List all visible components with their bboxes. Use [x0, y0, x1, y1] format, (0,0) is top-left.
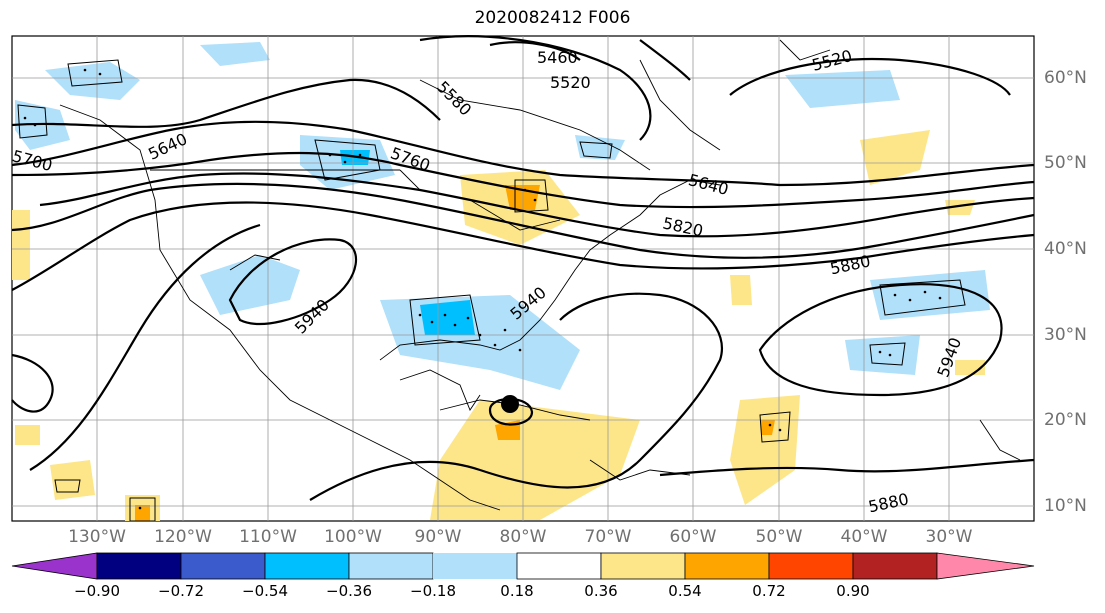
colorbar-tick: 0.72 — [752, 582, 786, 600]
map-title: 2020082412 F006 — [474, 8, 631, 28]
contour-label: 5460 — [537, 48, 578, 67]
lon-label: 120°W — [154, 527, 212, 547]
colorbar-tick: −0.90 — [74, 582, 120, 600]
contour-label: 5520 — [550, 73, 591, 92]
lat-label: 50°N — [1044, 153, 1087, 173]
colorbar-tick: 0.36 — [584, 582, 618, 600]
colorbar-tick: 0.18 — [500, 582, 534, 600]
colorbar — [11, 552, 1035, 580]
lon-label: 130°W — [68, 527, 126, 547]
lat-label: 40°N — [1044, 239, 1087, 259]
lon-label: 100°W — [324, 527, 382, 547]
height-contours — [11, 35, 1035, 501]
lon-label: 80°W — [499, 527, 547, 547]
lon-label: 90°W — [414, 527, 462, 547]
colorbar-tick: −0.72 — [158, 582, 204, 600]
lon-label: 30°W — [925, 527, 973, 547]
shading-layer — [12, 42, 990, 521]
lon-label: 70°W — [584, 527, 632, 547]
lat-label: 60°N — [1044, 68, 1087, 88]
lon-label: 60°W — [669, 527, 717, 547]
lat-label: 20°N — [1044, 410, 1087, 430]
lon-label: 110°W — [239, 527, 297, 547]
colorbar-tick: −0.36 — [326, 582, 372, 600]
lon-label: 50°W — [755, 527, 803, 547]
colorbar-tick: 0.54 — [668, 582, 702, 600]
minor-contours — [17, 59, 966, 522]
colorbar-tick: −0.54 — [242, 582, 288, 600]
stippling — [23, 68, 942, 510]
colorbar-tick: 0.90 — [836, 582, 870, 600]
lat-label: 30°N — [1044, 325, 1087, 345]
lat-label: 10°N — [1044, 496, 1087, 516]
contour-labels: 5460 5520 5580 5640 5640 5520 5700 5760 … — [10, 46, 965, 516]
graticule — [12, 36, 1034, 521]
storm-center-marker — [501, 395, 519, 413]
colorbar-tick: −0.18 — [410, 582, 456, 600]
lon-label: 40°W — [840, 527, 888, 547]
